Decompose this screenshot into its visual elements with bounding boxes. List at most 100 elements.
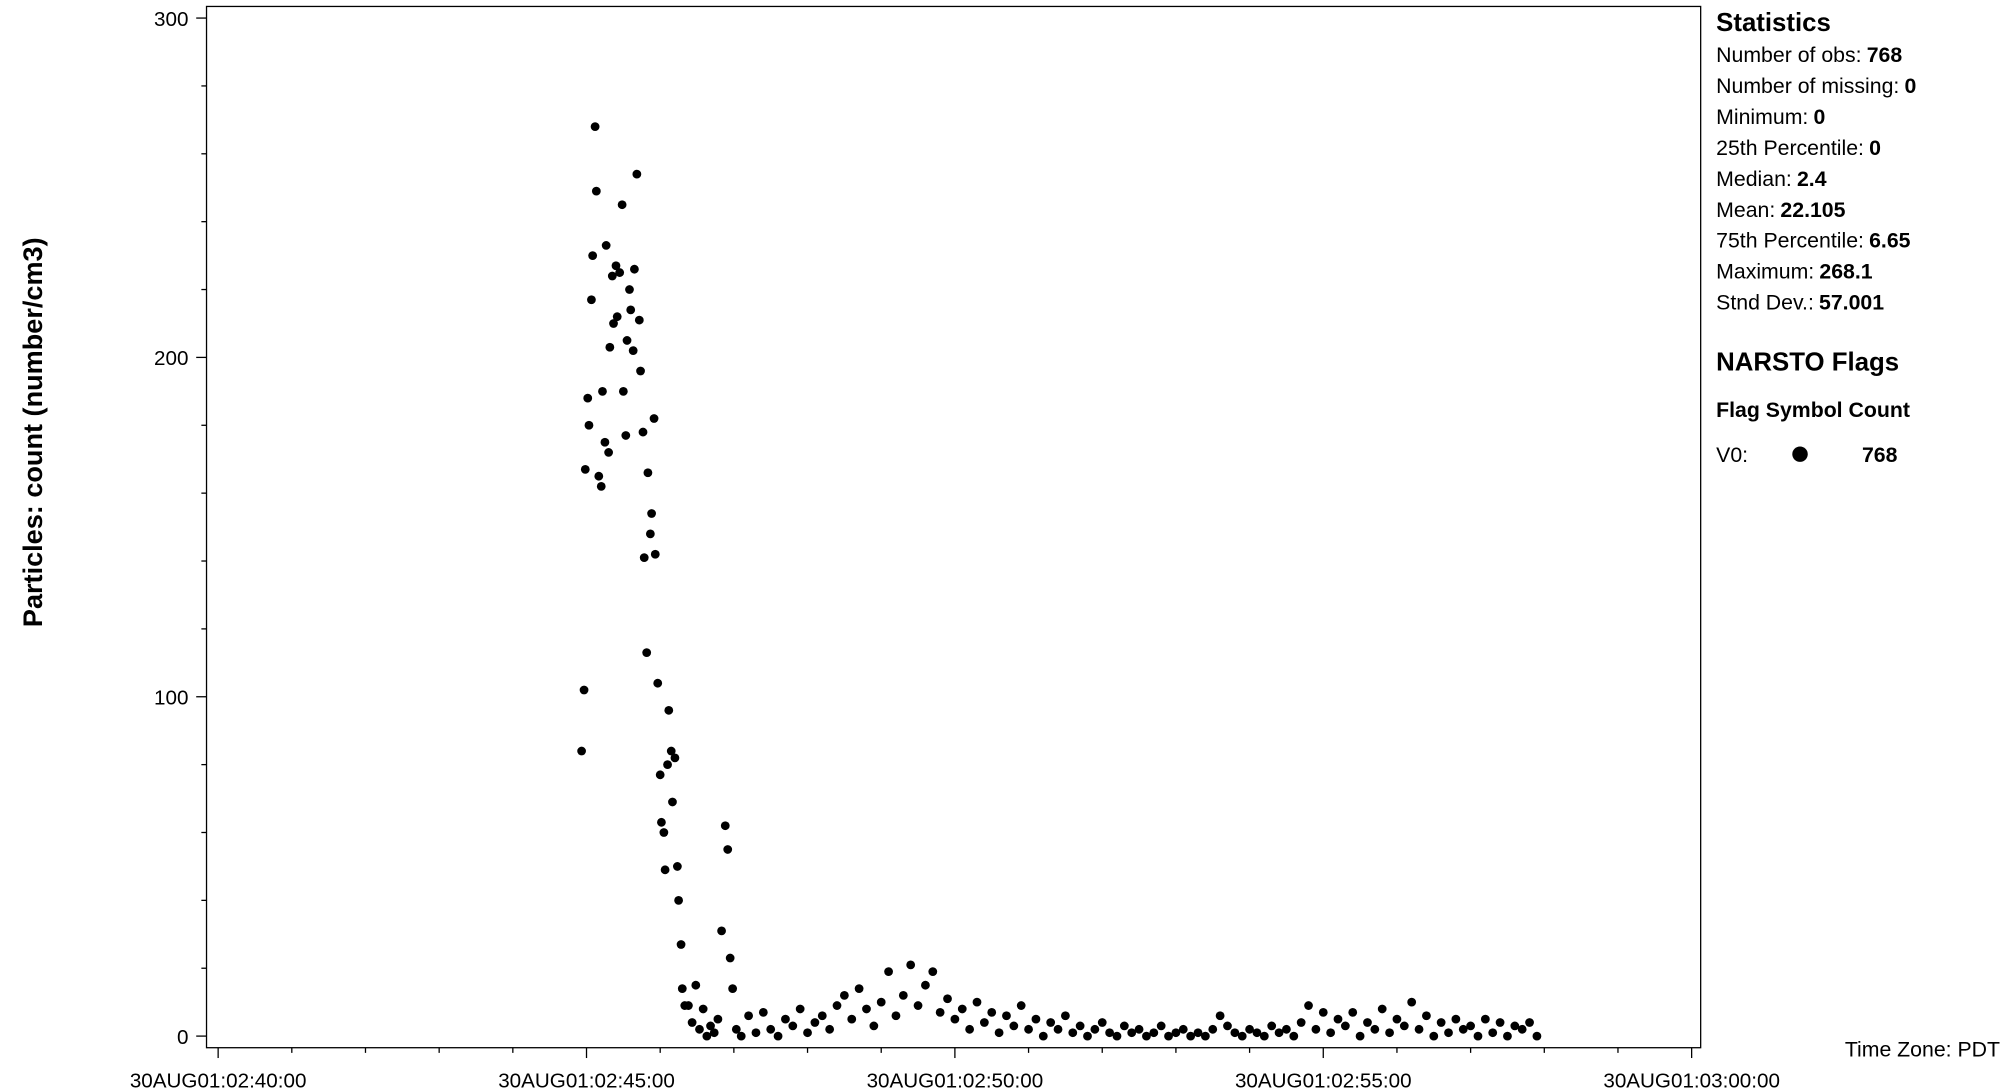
stat-label: Minimum:	[1716, 105, 1808, 129]
flags-header: Flag Symbol Count	[1716, 398, 1910, 422]
stat-line: Number of obs: 768	[1716, 43, 1902, 67]
point	[579, 685, 589, 695]
point	[1215, 1011, 1225, 1021]
stat-label: Maximum:	[1716, 260, 1814, 284]
point	[1348, 1007, 1358, 1017]
point	[1009, 1021, 1019, 1031]
point	[728, 984, 738, 993]
point	[1097, 1018, 1107, 1027]
point	[1016, 1001, 1026, 1010]
point	[1193, 1028, 1203, 1038]
y-axis-title: Particles: count (number/cm3)	[17, 237, 48, 627]
point	[632, 169, 642, 179]
point	[725, 953, 735, 963]
point	[773, 1031, 783, 1041]
point	[1385, 1028, 1394, 1038]
point	[1510, 1021, 1520, 1031]
point	[751, 1028, 761, 1038]
point	[594, 471, 604, 481]
flag-symbol	[1792, 446, 1808, 462]
point	[1304, 1001, 1313, 1010]
stat-value: 57.001	[1819, 291, 1884, 315]
point	[1503, 1031, 1512, 1041]
stat-label: Stnd Dev.:	[1716, 291, 1814, 315]
point	[720, 821, 730, 831]
point	[615, 268, 625, 277]
point	[891, 1011, 901, 1021]
stat-line: Minimum: 0	[1716, 105, 1825, 129]
point	[625, 285, 634, 294]
plot-frame	[205, 5, 1702, 1049]
point	[584, 420, 594, 430]
x-tick-label: 30AUG01:03:00:00	[1603, 1070, 1780, 1089]
statistics-panel: Statistics NARSTO Flags Flag Symbol Coun…	[1716, 9, 1916, 467]
point	[1223, 1021, 1232, 1031]
point	[1164, 1031, 1173, 1041]
point	[1340, 1021, 1350, 1031]
point	[590, 122, 600, 132]
point	[626, 305, 636, 315]
point	[628, 346, 638, 356]
point	[1186, 1031, 1196, 1041]
point	[1237, 1031, 1247, 1041]
point	[611, 261, 621, 271]
point	[702, 1031, 712, 1041]
point	[687, 1018, 697, 1027]
point	[1525, 1018, 1534, 1027]
stat-label: Mean:	[1716, 198, 1775, 222]
point	[664, 705, 674, 715]
point	[1444, 1028, 1453, 1038]
stat-label: 25th Percentile:	[1716, 136, 1864, 160]
point	[1370, 1024, 1380, 1034]
y-tick-label: 100	[154, 686, 188, 709]
point	[1407, 997, 1417, 1007]
x-tick-label: 30AUG01:02:40:00	[130, 1070, 307, 1089]
point	[1134, 1024, 1144, 1034]
point	[607, 271, 617, 281]
point	[1422, 1011, 1431, 1021]
point	[979, 1018, 989, 1027]
point	[609, 319, 618, 328]
point	[1075, 1021, 1085, 1031]
point	[659, 828, 669, 837]
point	[1333, 1014, 1343, 1024]
stat-label: Number of obs:	[1716, 43, 1861, 67]
point	[1127, 1028, 1137, 1038]
point	[1245, 1024, 1254, 1034]
stat-value: 268.1	[1819, 260, 1872, 284]
point	[672, 862, 682, 871]
stat-line: Number of missing: 0	[1716, 74, 1916, 98]
point	[1392, 1014, 1402, 1024]
y-tick-label: 200	[154, 347, 188, 370]
point	[810, 1018, 820, 1027]
stat-line: Mean: 22.105	[1716, 198, 1845, 222]
point	[1024, 1024, 1033, 1034]
point	[1259, 1031, 1269, 1041]
point	[677, 984, 687, 993]
point	[588, 251, 598, 260]
point	[950, 1014, 960, 1024]
stat-value: 0	[1869, 136, 1881, 160]
point	[854, 984, 864, 993]
point	[862, 1004, 871, 1014]
point	[580, 465, 590, 474]
stat-value: 0	[1905, 74, 1917, 98]
stat-value: 6.65	[1869, 229, 1911, 253]
point	[600, 437, 610, 447]
point	[1488, 1028, 1498, 1038]
point	[657, 817, 666, 827]
point	[1532, 1031, 1542, 1041]
point	[1156, 1021, 1166, 1031]
point	[957, 1004, 967, 1014]
point	[634, 315, 644, 325]
point	[695, 1024, 704, 1034]
stat-value: 0	[1813, 105, 1825, 129]
x-tick-label: 30AUG01:02:50:00	[867, 1070, 1044, 1089]
point	[647, 509, 656, 518]
point	[596, 481, 606, 491]
point	[1031, 1014, 1041, 1024]
point	[1068, 1028, 1078, 1038]
point	[1517, 1024, 1527, 1034]
point	[577, 746, 586, 756]
